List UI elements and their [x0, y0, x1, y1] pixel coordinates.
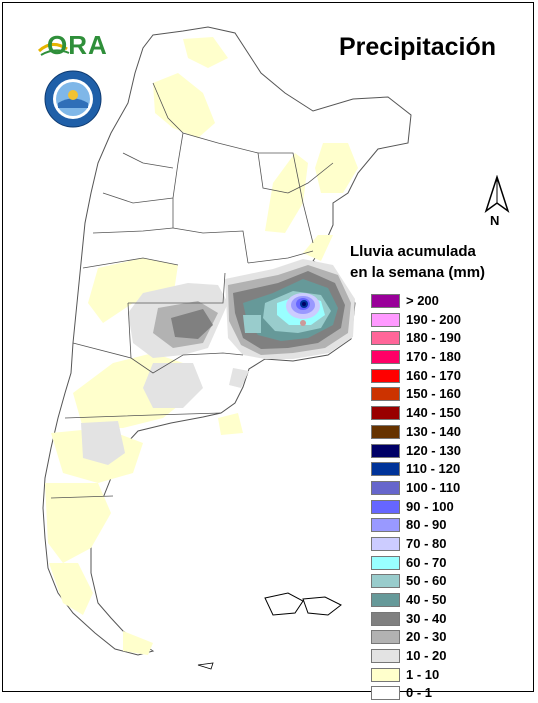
legend-swatch [371, 667, 400, 682]
legend-label: 120 - 130 [406, 442, 461, 458]
legend-swatch [371, 443, 400, 458]
legend-swatch [371, 536, 400, 551]
legend-swatch [371, 649, 400, 664]
north-arrow-icon [484, 175, 510, 213]
legend-swatch [371, 499, 400, 514]
legend-title: Lluvia acumulada en la semana (mm) [350, 241, 485, 283]
legend-label: 1 - 10 [406, 666, 440, 682]
legend-swatch [371, 424, 400, 439]
legend-label: 40 - 50 [406, 592, 447, 607]
legend-label: 190 - 200 [406, 311, 461, 327]
legend-label: 60 - 70 [406, 554, 447, 570]
legend-label: 150 - 160 [406, 386, 461, 402]
legend-swatch [371, 331, 400, 346]
legend-label: 160 - 170 [406, 367, 461, 383]
ora-logo-icon [37, 43, 70, 56]
map-title: Precipitación [339, 33, 496, 61]
argentina-precipitation-map [42, 26, 412, 670]
legend-label: 80 - 90 [406, 517, 447, 533]
legend-swatch [371, 574, 400, 589]
legend-swatch [371, 406, 400, 421]
legend-label: 50 - 60 [406, 573, 447, 589]
legend-label: 30 - 40 [406, 610, 447, 626]
legend-swatch [371, 350, 400, 365]
smn-seal-icon [44, 70, 102, 128]
legend-label: 110 - 120 [406, 461, 461, 477]
legend-swatch [371, 555, 400, 570]
legend-label: 0 - 1 [406, 685, 433, 701]
legend-swatch [371, 387, 400, 402]
legend-label: 70 - 80 [406, 535, 447, 551]
legend-swatch [371, 630, 400, 645]
legend-label: 90 - 100 [406, 498, 454, 514]
legend-swatch [371, 294, 400, 308]
legend-label: > 200 [406, 293, 439, 308]
legend-label: 100 - 110 [406, 479, 461, 495]
legend-label: 170 - 180 [406, 349, 461, 365]
legend-swatch [371, 480, 400, 495]
legend-label: 180 - 190 [406, 330, 461, 346]
legend-swatch [371, 462, 400, 477]
legend-swatch [371, 368, 400, 383]
legend-label: 130 - 140 [406, 423, 461, 439]
ora-logo-text: ORA [47, 30, 108, 60]
legend-title-line1: Lluvia acumulada [350, 243, 476, 260]
legend-swatch [371, 593, 400, 607]
north-label: N [490, 213, 500, 228]
legend-label: 10 - 20 [406, 648, 447, 664]
legend-label: 140 - 150 [406, 405, 461, 421]
legend-swatch [371, 518, 400, 533]
legend-swatch [371, 611, 400, 626]
legend-label: 20 - 30 [406, 629, 447, 645]
legend-swatch [371, 312, 400, 327]
legend-title-line2: en la semana (mm) [350, 264, 486, 281]
legend-swatch [371, 686, 400, 701]
